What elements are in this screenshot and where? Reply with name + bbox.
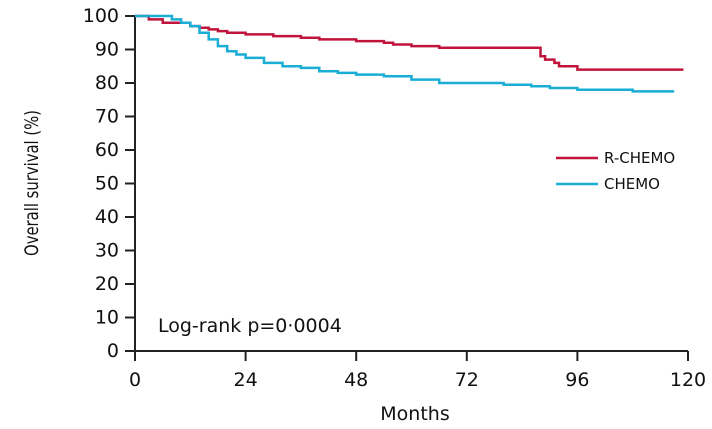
x-tick-label: 96 <box>565 369 589 391</box>
log-rank-annotation: Log-rank p=0·0004 <box>158 315 342 337</box>
x-tick-label: 72 <box>455 369 479 391</box>
y-tick-label: 90 <box>95 39 119 61</box>
y-tick-label: 100 <box>83 5 119 27</box>
y-axis: 0 10 20 30 40 50 60 70 80 90 100 <box>83 5 136 362</box>
y-tick-label: 10 <box>95 307 119 329</box>
x-tick-label: 0 <box>129 369 141 391</box>
y-tick-label: 50 <box>95 173 119 195</box>
legend-label: R-CHEMO <box>604 149 675 167</box>
series-layer <box>135 14 684 93</box>
series-line-chemo <box>135 14 675 93</box>
x-axis: 0 24 48 72 96 120 <box>129 350 706 391</box>
y-tick-label: 60 <box>95 139 119 161</box>
legend: R-CHEMO CHEMO <box>556 149 675 193</box>
x-axis-title: Months <box>380 403 449 425</box>
x-tick-label: 24 <box>234 369 258 391</box>
y-tick-label: 70 <box>95 106 119 128</box>
y-tick-label: 30 <box>95 240 119 262</box>
y-tick-label: 20 <box>95 273 119 295</box>
y-tick-label: 0 <box>107 340 119 362</box>
y-tick-label: 40 <box>95 206 119 228</box>
y-tick-label: 80 <box>95 72 119 94</box>
y-axis-title: Overall survival (%) <box>21 110 43 256</box>
x-tick-label: 48 <box>344 369 368 391</box>
x-tick-label: 120 <box>670 369 706 391</box>
legend-label: CHEMO <box>604 175 660 193</box>
